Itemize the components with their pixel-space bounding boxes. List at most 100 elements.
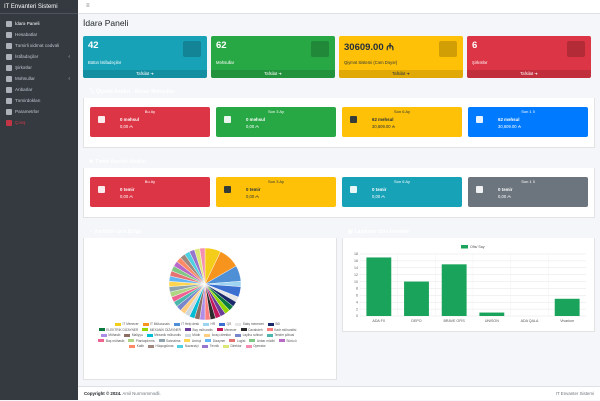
stat-details-link[interactable]: Tafsilat ➔	[211, 70, 335, 78]
legend-label: Sürücü	[286, 338, 297, 343]
legend-item-16[interactable]: Müdir	[184, 333, 200, 337]
legend-item-25[interactable]: Logist	[229, 339, 245, 343]
sidebar-item-0[interactable]: İdarə Paneli	[0, 18, 78, 29]
legend-item-24[interactable]: Dizayner	[205, 339, 225, 343]
pie-slice-33[interactable]	[199, 247, 206, 285]
legend-label: İcraçı direktor	[211, 333, 232, 337]
bar-0[interactable]	[366, 257, 392, 316]
footer-copyright: Copyright © 2024.	[84, 391, 122, 396]
legend-item-23[interactable]: Arxivçi	[184, 339, 201, 343]
pie-legend: IT Menecer IT Mütəxəssis IT Help desk HR QS S…	[95, 322, 300, 370]
projects-card-header: ▤ Layihələr üzrə İnventar	[342, 226, 595, 238]
legend-item-18[interactable]: Layihə rəhbəri	[235, 333, 263, 337]
legend-swatch	[235, 333, 242, 337]
bar-1[interactable]	[404, 281, 429, 316]
positions-card-header: ◔ Vəzifələr üzrə Bölgü	[83, 226, 337, 238]
logout-icon	[6, 119, 12, 126]
legend-item-26[interactable]: Anbar müdiri	[249, 339, 275, 343]
stat-details-link[interactable]: Tafsilat ➔	[339, 70, 463, 78]
legend-item-1[interactable]: IT Mütəxəssis	[142, 322, 170, 326]
brand-title[interactable]: IT Envanteri Sistemi	[0, 0, 78, 14]
hamburger-menu-icon[interactable]: ≡	[86, 3, 90, 9]
legend-item-6[interactable]: BD	[268, 322, 280, 326]
bar-2[interactable]	[441, 264, 467, 316]
legend-item-31[interactable]: Texnik	[202, 344, 219, 348]
legend-item-10[interactable]: Menecer	[216, 328, 237, 332]
legend-item-32[interactable]: Direktor	[222, 344, 242, 348]
legend-swatch	[249, 339, 256, 342]
period-amount: 0,00 ₼	[246, 124, 259, 129]
building-icon	[567, 41, 585, 57]
legend-label: IT Menecer	[122, 322, 139, 326]
dashboard-icon	[6, 20, 12, 27]
legend-item-33[interactable]: Operator	[245, 344, 266, 348]
chart-icon: ⤵	[89, 89, 95, 95]
sidebar-item-9[interactable]: Çıxış	[0, 117, 78, 128]
bar-3[interactable]	[479, 312, 505, 316]
sidebar-item-1[interactable]: Hesabatlar	[0, 29, 78, 40]
legend-item-22[interactable]: Satınalma	[158, 338, 181, 343]
sidebar-item-6[interactable]: Anbarlar	[0, 84, 78, 95]
sidebar-item-label: Hesabatlar	[15, 32, 38, 37]
footer: Copyright © 2024. Amil Nurməmmədli. IT E…	[78, 386, 600, 400]
repair-analysis-header: ✱ Təmir Xərcləri Analizi	[83, 156, 595, 168]
legend-item-9[interactable]: Bəy mühəndis	[185, 328, 213, 332]
stat-box-0: 42 Bütün İstifadəçilər Tafsilat ➔	[83, 36, 207, 78]
stat-label: Şirkətlər	[472, 60, 488, 65]
legend-item-11[interactable]: Cavabdeh	[240, 328, 263, 332]
legend-item-5[interactable]: Satış meneceri	[235, 322, 264, 326]
sidebar-item-2[interactable]: Təmirli xidmət cədvəli	[0, 40, 78, 51]
stat-details-link[interactable]: Tafsilat ➔	[83, 70, 207, 78]
bar-5[interactable]	[554, 298, 580, 316]
sidebar-item-8[interactable]: Parametrlər	[0, 106, 78, 117]
legend-item-12[interactable]: Kadr mühəndisi	[266, 328, 296, 332]
legend-item-13[interactable]: Mühasib	[100, 333, 120, 337]
stat-label: Qiymət Sistemi (Cəm Dəyər)	[344, 60, 398, 65]
legend-item-8[interactable]: MEXANİK DİZAYNER	[142, 328, 181, 332]
legend-label: Satış meneceri	[242, 322, 265, 326]
legend-item-27[interactable]: Sürücü	[278, 338, 297, 343]
period-amount: 30,609.00 ₼	[498, 124, 522, 129]
legend-item-4[interactable]: QS	[219, 322, 231, 326]
legend-swatch	[245, 344, 252, 348]
legend-swatch	[268, 322, 275, 326]
sidebar-item-5[interactable]: Məhsullar ‹	[0, 73, 78, 84]
legend-item-29[interactable]: Hüquqşünas	[148, 344, 173, 348]
money-icon	[439, 41, 457, 57]
legend-label: Layihə rəhbəri	[242, 333, 263, 337]
legend-item-17[interactable]: İcraçı direktor	[204, 333, 231, 337]
sidebar-item-4[interactable]: Şirkətlər	[0, 62, 78, 73]
legend-item-0[interactable]: IT Menecer	[115, 322, 139, 326]
legend-item-7[interactable]: ELEKTRİK DİZAYNER	[98, 328, 138, 332]
chevron-left-icon: ‹	[68, 53, 70, 60]
legend-swatch	[202, 344, 209, 348]
legend-label: Satınalma	[166, 338, 181, 343]
bar-legend-label[interactable]: Ofis/ Say	[470, 245, 485, 249]
legend-label: Nəzarətçi	[184, 344, 199, 348]
legend-item-28[interactable]: Katib	[129, 344, 144, 348]
footer-author[interactable]: Amil Nurməmmədli.	[122, 391, 161, 396]
legend-item-2[interactable]: IT Help desk	[173, 322, 199, 326]
legend-item-15[interactable]: Mexanik mühəndis	[146, 333, 181, 337]
legend-item-14[interactable]: Maliyyə	[124, 333, 143, 337]
y-tick-label: 4	[356, 300, 358, 304]
legend-label: Bəy mühəndis	[192, 327, 213, 332]
legend-item-21[interactable]: Planlaşdırma	[128, 339, 155, 343]
x-tick-label: UNISON	[485, 319, 499, 323]
legend-item-20[interactable]: Baş mühasib	[98, 339, 124, 343]
sidebar-item-3[interactable]: İstifadəçilər ‹	[0, 51, 78, 62]
legend-swatch	[235, 322, 242, 326]
price-analysis-header: ⤵ Qiymət Analizi - Alınan Məhsullar	[83, 86, 595, 98]
sidebar-item-7[interactable]: Təmirdokları	[0, 95, 78, 106]
price_analysis-item-1: Son 3 Ay 0 məhsul 0,00 ₼	[216, 107, 336, 137]
laptop-icon	[311, 41, 329, 57]
legend-swatch	[100, 333, 107, 337]
legend-item-30[interactable]: Nəzarətçi	[177, 344, 198, 348]
report-icon	[6, 31, 12, 38]
calendar-icon	[476, 186, 483, 193]
positions-card-title: Vəzifələr üzrə Bölgü	[94, 229, 142, 235]
legend-item-3[interactable]: HR	[203, 322, 215, 326]
stat-details-link[interactable]: Tafsilat ➔	[467, 70, 591, 78]
legend-swatch	[203, 322, 210, 326]
legend-item-19[interactable]: Tender şöbəsi	[266, 333, 294, 337]
